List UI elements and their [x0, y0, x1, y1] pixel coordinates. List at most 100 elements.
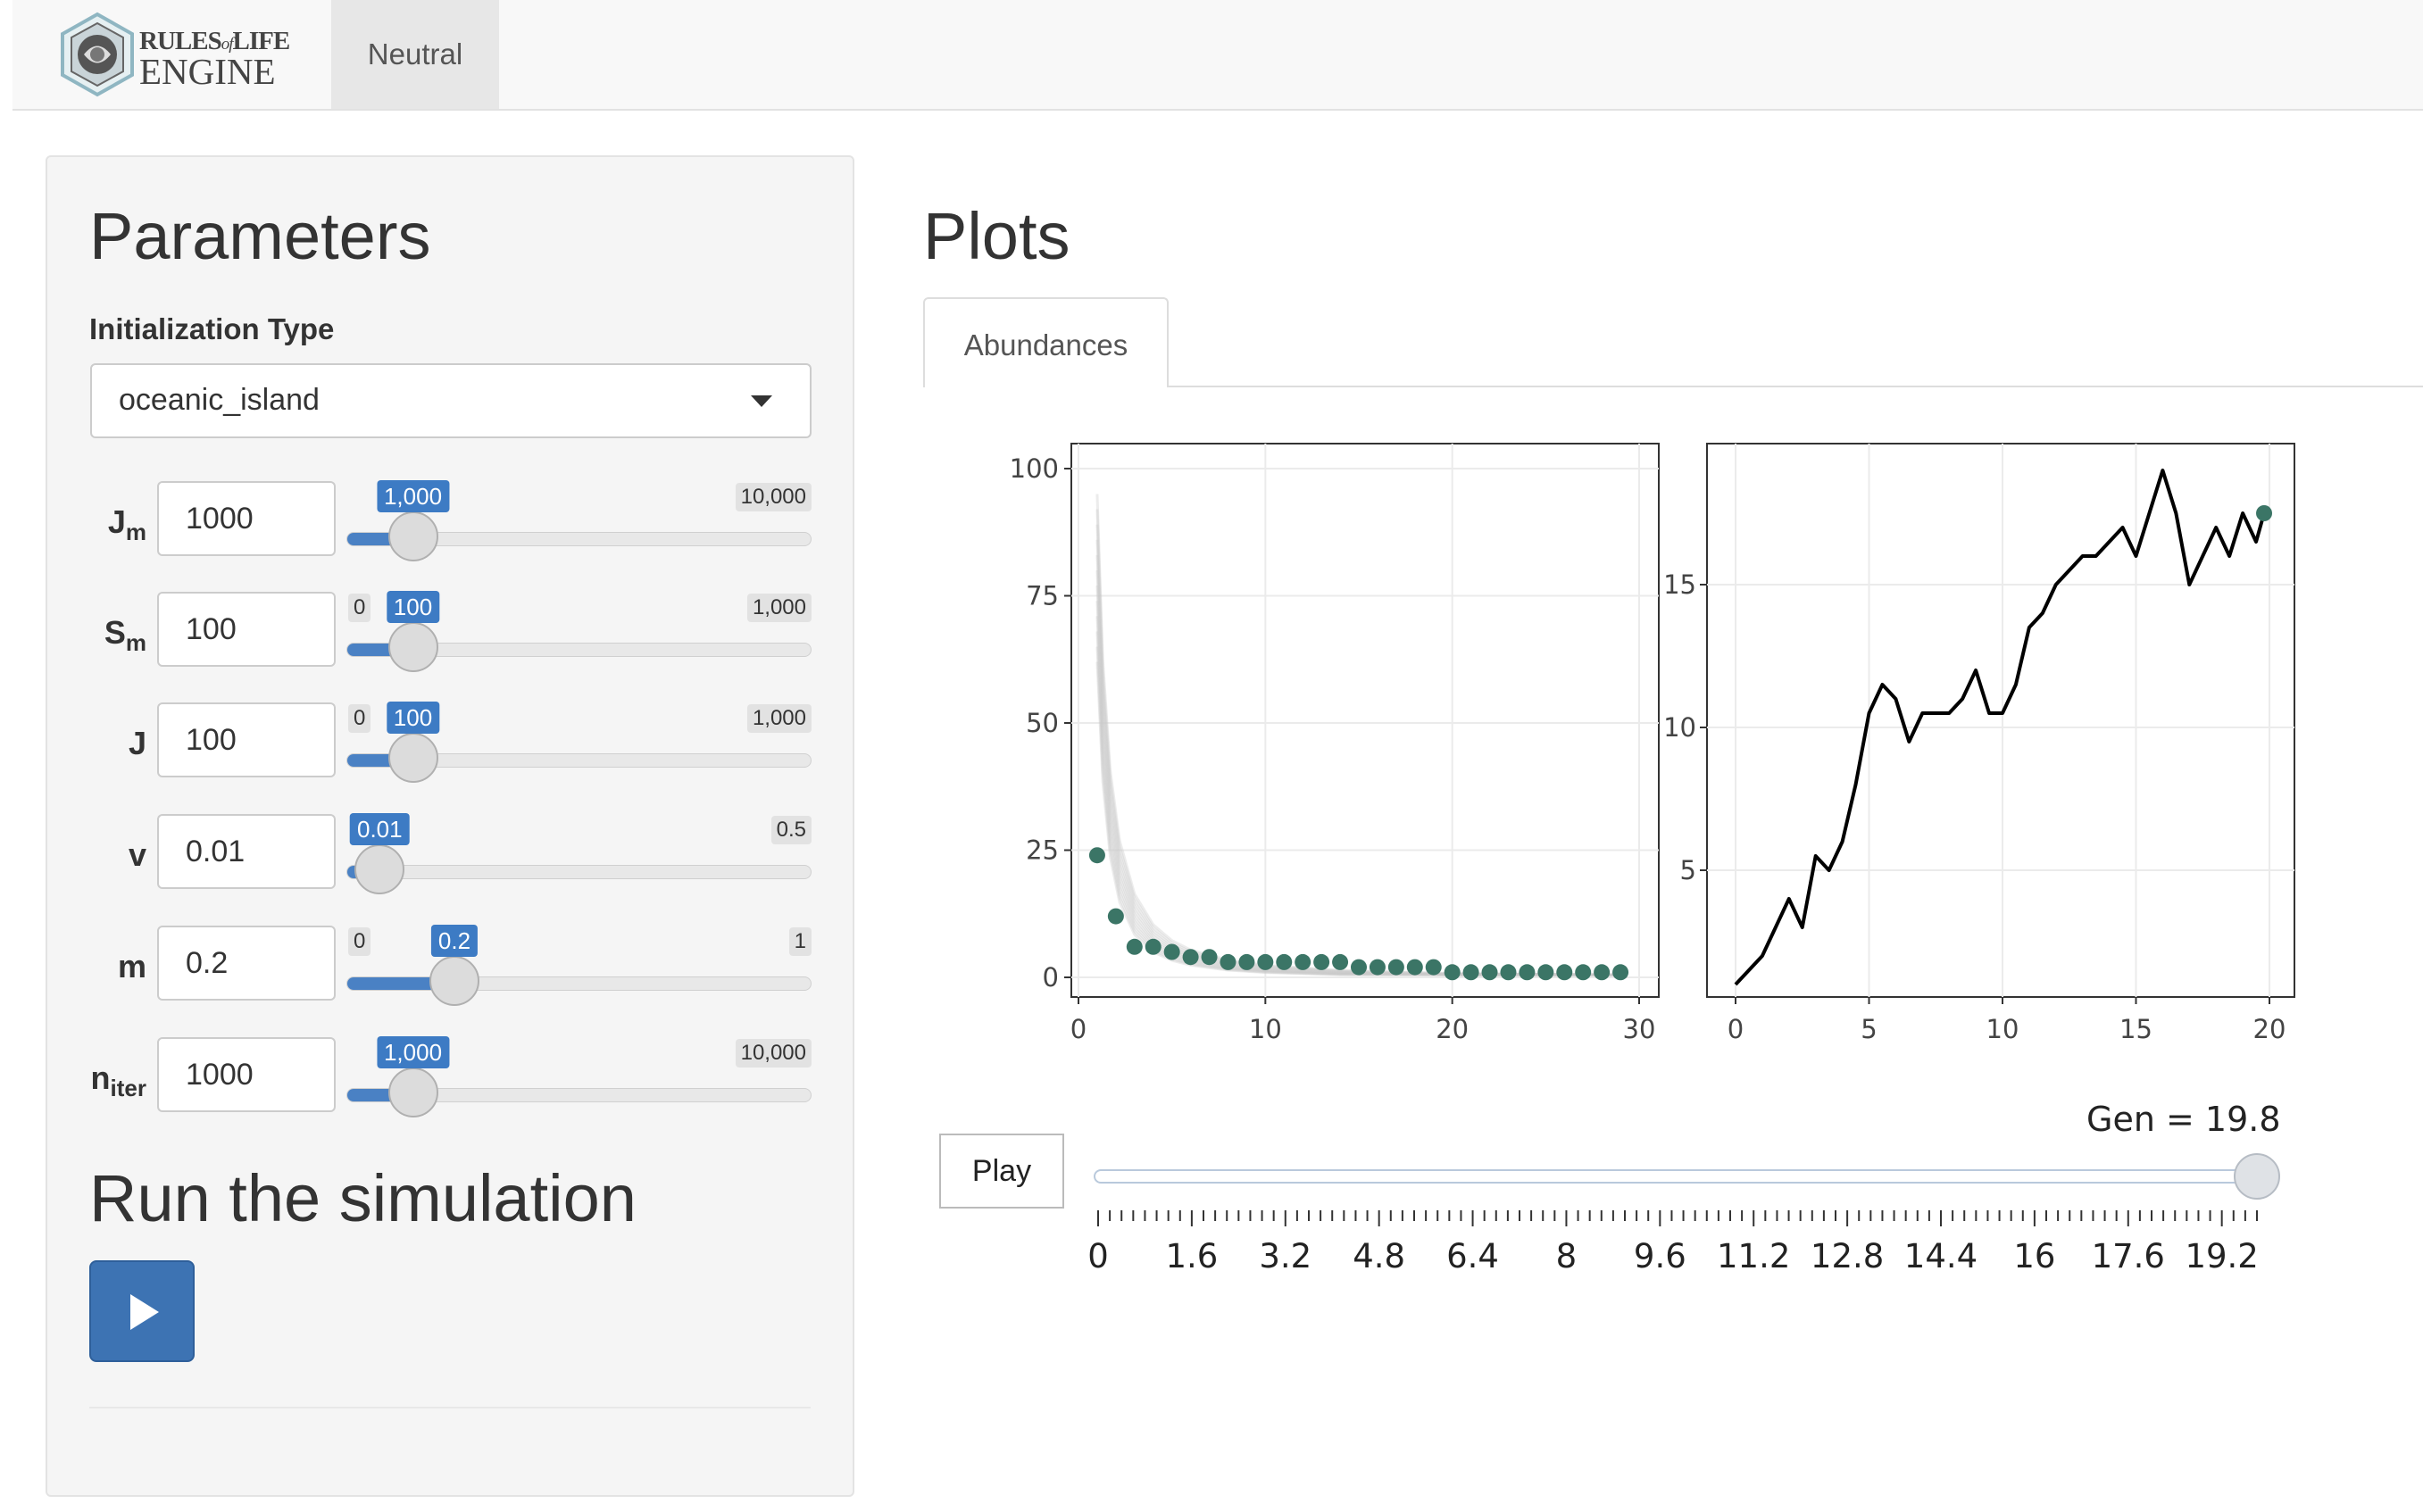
chart1-point	[1088, 847, 1105, 864]
run-simulation-button[interactable]	[89, 1260, 195, 1362]
parameters-title: Parameters	[89, 199, 431, 273]
param-slider-fill	[347, 977, 455, 990]
chart1-ytick-label: 75	[1026, 581, 1059, 611]
param-label: v	[128, 836, 146, 873]
chart2-ytick-label: 5	[1680, 855, 1696, 885]
chart1-xtick-label: 0	[1070, 1014, 1087, 1044]
param-row: Sm 100 0 1,000 100	[0, 591, 857, 689]
initialization-type-select[interactable]: oceanic_island	[90, 363, 812, 438]
param-row: m 0.2 0 1 0.2	[0, 925, 857, 1023]
param-input[interactable]: 0.01	[157, 814, 336, 889]
param-label: J	[128, 725, 146, 761]
play-button[interactable]: Play	[939, 1134, 1064, 1209]
tab-abundances[interactable]: Abundances	[923, 297, 1169, 387]
param-input[interactable]: 1000	[157, 1037, 336, 1112]
param-slider-max: 1,000	[746, 594, 812, 622]
chart1-ytick-label: 0	[1043, 962, 1059, 993]
param-row: v 0.01 0.5 0.01	[0, 813, 857, 911]
param-label: Sm	[104, 614, 146, 657]
param-label: Jm	[107, 503, 146, 546]
chart1-xtick-label: 10	[1249, 1014, 1282, 1044]
param-slider-min: 0	[348, 704, 371, 733]
chart2-ytick-label: 15	[1663, 569, 1696, 600]
gen-slider-handle[interactable]	[2234, 1153, 2280, 1200]
chart1-point	[1481, 964, 1498, 981]
param-slider-handle[interactable]	[387, 622, 438, 672]
chart1-point	[1462, 964, 1479, 981]
gen-slider-tick-label: 1.6	[1165, 1237, 1218, 1275]
gen-slider-tick-label: 17.6	[2092, 1237, 2165, 1275]
plots-title: Plots	[923, 199, 1070, 273]
run-simulation-title: Run the simulation	[89, 1161, 637, 1235]
chart1-point	[1351, 959, 1367, 976]
param-slider-max: 1,000	[746, 704, 812, 733]
param-input[interactable]: 100	[157, 702, 336, 777]
chart2-xtick-label: 20	[2253, 1014, 2286, 1044]
logo[interactable]: RULESofLIFE ENGINE	[57, 11, 290, 98]
param-slider-handle[interactable]	[387, 1068, 438, 1117]
chart1-point	[1444, 964, 1461, 981]
chart1-point	[1238, 953, 1255, 970]
chart1-history-line	[1095, 661, 1621, 976]
chart1-point	[1257, 953, 1274, 970]
chart1-point	[1537, 964, 1554, 981]
param-slider-value: 100	[386, 591, 440, 623]
param-label: niter	[90, 1059, 146, 1102]
chart2-xtick-label: 15	[2119, 1014, 2152, 1044]
chart1-xtick-label: 30	[1623, 1014, 1656, 1044]
param-slider-value: 0.01	[349, 813, 410, 845]
param-slider-value: 1,000	[376, 1036, 450, 1068]
chart1-point	[1295, 953, 1311, 970]
gen-slider-tick-label: 0	[1087, 1237, 1109, 1275]
chart2-ytick-label: 10	[1663, 712, 1696, 743]
param-slider-value: 1,000	[376, 480, 450, 512]
chart1-point	[1500, 964, 1517, 981]
param-input[interactable]: 100	[157, 592, 336, 667]
chart1-point	[1556, 964, 1573, 981]
param-slider-max: 0.5	[770, 816, 812, 844]
param-slider-min: 0	[348, 594, 371, 622]
param-slider-handle[interactable]	[387, 733, 438, 783]
gen-slider-tick-label: 8	[1556, 1237, 1578, 1275]
plots-tabbar	[923, 386, 2423, 387]
param-slider-value: 100	[386, 702, 440, 734]
gen-slider-tick-label: 19.2	[2185, 1237, 2258, 1275]
caret-down-icon	[751, 395, 772, 407]
nav-tab-neutral[interactable]: Neutral	[331, 0, 499, 109]
chart2-current-point	[2256, 505, 2273, 521]
chart1-point	[1145, 938, 1162, 955]
param-row: Jm 1000 10,000 1,000	[0, 480, 857, 578]
param-label: m	[117, 948, 146, 984]
param-input[interactable]: 1000	[157, 481, 336, 556]
chart1-point	[1612, 964, 1629, 981]
logo-icon	[61, 12, 134, 97]
param-slider-handle[interactable]	[387, 511, 438, 561]
gen-slider-tick-label: 6.4	[1446, 1237, 1499, 1275]
chart1-point	[1332, 953, 1349, 970]
chart1-point	[1519, 964, 1536, 981]
chart1-point	[1369, 959, 1386, 976]
logo-text-rules-of-life: RULESofLIFE	[139, 27, 290, 55]
chart1-point	[1387, 959, 1404, 976]
chart2-frame	[1706, 443, 2295, 998]
param-input[interactable]: 0.2	[157, 926, 336, 1001]
chart1-point	[1313, 953, 1330, 970]
play-icon	[130, 1294, 159, 1330]
chart1-frame	[1070, 443, 1660, 998]
chart2-line	[1734, 469, 2266, 986]
param-slider-handle[interactable]	[429, 956, 479, 1006]
param-slider-max: 10,000	[735, 1039, 812, 1068]
chart2-xtick-label: 10	[1986, 1014, 2019, 1044]
chart2-xtick-label: 5	[1861, 1014, 1877, 1044]
param-row: niter 1000 10,000 1,000	[0, 1036, 857, 1134]
param-slider-handle[interactable]	[354, 844, 405, 894]
chart1-point	[1126, 938, 1143, 955]
param-slider-min: 0	[348, 927, 371, 956]
gen-slider-tick-label: 11.2	[1717, 1237, 1790, 1275]
param-slider-max: 1	[788, 927, 812, 956]
chart1-point	[1201, 949, 1218, 966]
chart1-point	[1425, 959, 1442, 976]
chart1-point	[1220, 953, 1236, 970]
